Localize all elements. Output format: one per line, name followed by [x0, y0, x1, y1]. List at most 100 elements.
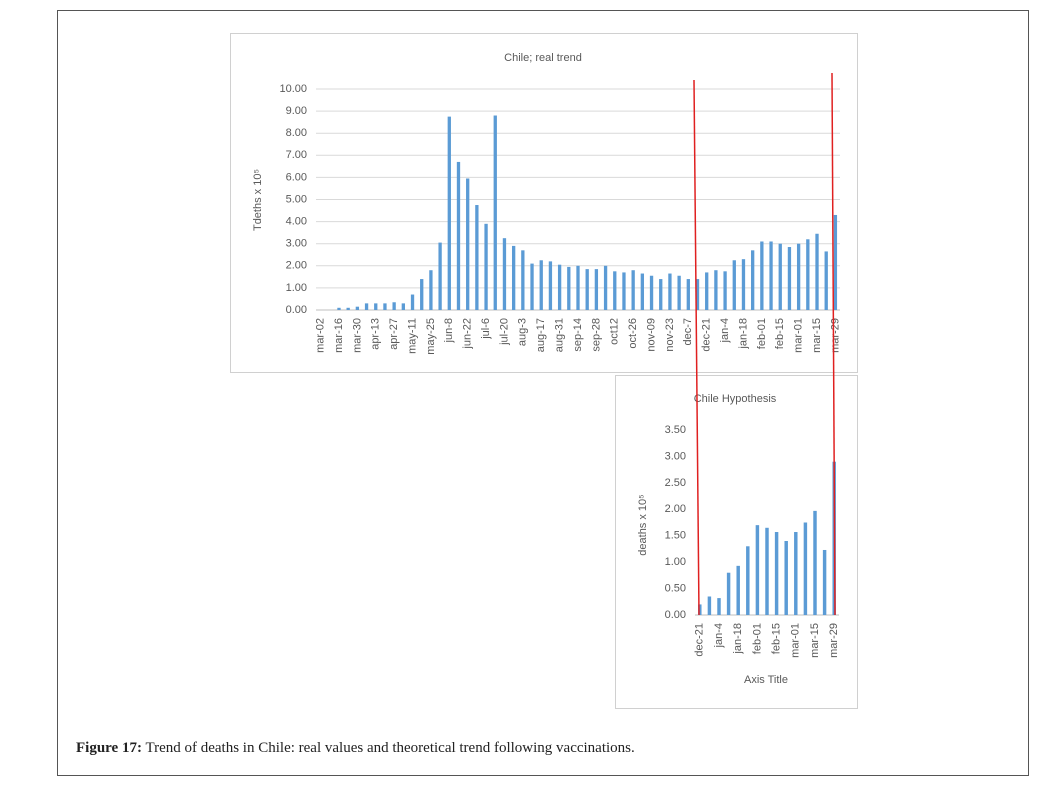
bar [736, 565, 740, 615]
y-tick-label: 2.00 [665, 503, 686, 515]
x-tick-label: mar-30 [351, 318, 363, 353]
x-tick-label: jun-22 [462, 318, 474, 350]
bar [732, 260, 736, 310]
x-tick-label: jul-6 [480, 318, 492, 340]
bar [778, 243, 782, 310]
x-tick-label: jan-4 [713, 623, 725, 648]
bar [796, 243, 801, 310]
x-tick-label: may-25 [425, 318, 437, 355]
bar [668, 273, 672, 310]
bar [447, 116, 451, 310]
y-tick-label: 0.50 [665, 582, 686, 594]
bar [594, 269, 599, 310]
bar [511, 245, 516, 310]
bar [576, 265, 580, 310]
y-tick-label: 6.00 [286, 171, 307, 183]
x-tick-label: may-11 [406, 318, 418, 354]
x-tick-label: jul-20 [498, 318, 510, 346]
x-tick-label: jun-8 [443, 318, 455, 343]
bar [677, 275, 681, 310]
x-tick-label: oct-26 [627, 318, 639, 349]
bar [695, 279, 700, 310]
x-axis-title: Axis Title [744, 674, 788, 686]
bar [466, 178, 470, 310]
x-tick-label: aug-31 [554, 318, 566, 352]
bar [640, 273, 645, 310]
x-tick-label: dec-21 [694, 623, 706, 657]
y-tick-label: 8.00 [286, 127, 307, 139]
bar [769, 241, 773, 310]
bar [438, 242, 442, 310]
bar [456, 161, 461, 310]
x-tick-label: mar-29 [829, 318, 841, 353]
caption: Figure 17: Trend of deaths in Chile: rea… [76, 740, 635, 756]
bar [659, 279, 663, 310]
y-tick-label: 0.00 [665, 609, 686, 621]
bar [813, 510, 817, 615]
x-tick-label: jan-18 [732, 623, 744, 655]
bar [557, 264, 562, 310]
bar [410, 294, 415, 310]
caption-text: Trend of deaths in Chile: real values an… [145, 740, 634, 756]
bar [714, 270, 718, 310]
x-tick-label: oct12 [609, 318, 621, 345]
caption-label: Figure 17: [76, 740, 142, 756]
y-tick-label: 5.00 [286, 193, 307, 205]
bar [833, 214, 838, 310]
bar [355, 306, 360, 310]
chart-frame [615, 375, 858, 709]
x-tick-label: feb-15 [771, 623, 783, 654]
bar [521, 250, 525, 310]
bar [603, 265, 608, 310]
annotation-line [831, 72, 836, 616]
x-tick-label: mar-29 [828, 623, 840, 658]
y-tick-label: 10.00 [279, 83, 307, 95]
bar [567, 266, 571, 310]
bar [755, 525, 760, 615]
bar [726, 572, 731, 615]
x-tick-label: dec-21 [701, 318, 713, 352]
bar [429, 270, 433, 310]
bar [803, 522, 808, 615]
bar [493, 115, 497, 311]
bar [784, 541, 788, 615]
bar [794, 532, 798, 615]
bar [774, 532, 779, 615]
bar [815, 233, 819, 310]
bar [374, 303, 378, 310]
annotation-line [693, 79, 700, 616]
y-tick-label: 3.00 [286, 238, 307, 250]
bar [383, 303, 387, 310]
x-tick-label: jan-18 [737, 318, 749, 350]
x-tick-label: apr-27 [388, 318, 400, 350]
y-tick-label: 4.00 [286, 216, 307, 228]
figure-border [57, 10, 1029, 776]
bar [649, 275, 654, 310]
bar [420, 279, 424, 310]
bar [765, 527, 769, 615]
x-tick-label: jan-4 [719, 318, 731, 343]
x-tick-label: feb-01 [756, 318, 768, 349]
bar [502, 238, 507, 310]
bar [548, 261, 553, 310]
bar [613, 271, 617, 310]
chart-title: Chile; real trend [504, 52, 582, 64]
bar [337, 307, 341, 310]
bar [787, 247, 792, 310]
bar [760, 241, 764, 310]
x-tick-label: feb-01 [751, 623, 763, 654]
x-tick-label: mar-15 [811, 318, 823, 353]
bar [723, 271, 727, 310]
y-axis-title: deaths x 10⁵ [637, 494, 649, 555]
y-tick-label: 3.00 [665, 450, 686, 462]
bar [717, 598, 721, 615]
bar [585, 269, 589, 310]
x-tick-label: nov-23 [664, 318, 676, 352]
bar [707, 596, 712, 615]
bar [705, 272, 709, 310]
bar [539, 260, 543, 310]
x-tick-label: mar-15 [809, 623, 821, 658]
y-tick-label: 0.00 [286, 304, 307, 316]
x-tick-label: apr-13 [370, 318, 382, 350]
